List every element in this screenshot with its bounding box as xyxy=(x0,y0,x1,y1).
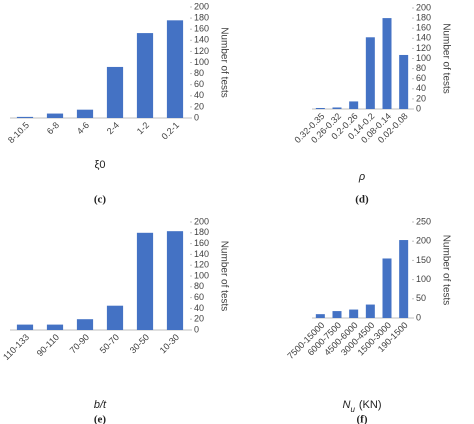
x-tick-label: 8-10.5 xyxy=(6,120,31,145)
bar xyxy=(315,107,325,109)
bar xyxy=(365,304,375,318)
y-tick-label: 40 xyxy=(416,83,426,93)
bar xyxy=(349,309,359,318)
x-tick-label: 1-2 xyxy=(135,120,151,136)
y-axis-label: Number of tests xyxy=(218,241,229,312)
y-tick-label: 100 xyxy=(416,53,431,63)
y-axis-label: Number of tests xyxy=(218,27,229,98)
bar xyxy=(349,101,359,109)
y-tick-label: 120 xyxy=(416,43,431,53)
bar xyxy=(399,54,409,109)
x-axis-label: ρ xyxy=(358,171,365,183)
bar xyxy=(136,232,154,330)
x-tick-label: 30-50 xyxy=(128,332,151,355)
y-tick-label: 150 xyxy=(416,255,431,265)
bar xyxy=(399,240,409,318)
bar xyxy=(106,305,124,330)
x-tick-label: 6-8 xyxy=(45,120,61,136)
bar xyxy=(315,314,325,318)
bar xyxy=(382,258,392,318)
x-tick-label: 2-4 xyxy=(105,120,121,136)
bar xyxy=(365,37,375,109)
y-axis-label: Number of tests xyxy=(440,23,451,94)
y-tick-label: 200 xyxy=(194,1,209,11)
x-tick-label: 110-133 xyxy=(1,332,31,362)
y-tick-label: 140 xyxy=(194,249,209,259)
y-tick-label: 160 xyxy=(194,24,209,34)
y-tick-label: 160 xyxy=(416,23,431,33)
bar xyxy=(16,324,34,330)
y-tick-label: 180 xyxy=(194,227,209,237)
x-tick-label: 0.2-1 xyxy=(160,120,182,142)
y-tick-label: 80 xyxy=(194,68,204,78)
x-tick-label: 70-90 xyxy=(68,332,91,355)
y-tick-label: 140 xyxy=(194,35,209,45)
bar xyxy=(166,231,184,330)
y-tick-label: 100 xyxy=(416,274,431,284)
x-axis-label-part: N xyxy=(342,399,350,411)
y-tick-label: 80 xyxy=(416,63,426,73)
y-tick-label: 60 xyxy=(194,292,204,302)
x-axis-label-part: u xyxy=(350,405,355,414)
caption: (e) xyxy=(94,414,107,424)
y-tick-label: 20 xyxy=(194,314,204,324)
y-tick-label: 0 xyxy=(194,324,199,334)
y-tick-label: 50 xyxy=(416,293,426,303)
x-tick-label: 10-30 xyxy=(158,332,181,355)
y-tick-label: 80 xyxy=(194,281,204,291)
x-axis-label-part: b/t xyxy=(94,399,107,411)
bar xyxy=(46,324,64,330)
y-tick-label: 160 xyxy=(194,238,209,248)
bar xyxy=(332,311,342,318)
y-axis-label: Number of tests xyxy=(440,235,451,306)
y-tick-label: 140 xyxy=(416,33,431,43)
y-tick-label: 0 xyxy=(194,112,199,122)
y-tick-label: 250 xyxy=(416,216,431,226)
x-axis-label: b/t xyxy=(94,399,107,411)
bar xyxy=(332,107,342,109)
x-tick-label: 90-110 xyxy=(35,332,61,358)
bar xyxy=(16,116,34,118)
y-tick-label: 40 xyxy=(194,90,204,100)
y-tick-label: 180 xyxy=(194,12,209,22)
x-axis-label-part: ξ0 xyxy=(94,159,105,171)
bar xyxy=(382,18,392,110)
y-tick-label: 200 xyxy=(194,216,209,226)
y-tick-label: 100 xyxy=(194,270,209,280)
caption: (f) xyxy=(357,414,368,424)
y-tick-label: 0 xyxy=(416,103,421,113)
bar xyxy=(136,33,154,118)
bar xyxy=(106,66,124,118)
y-tick-label: 40 xyxy=(194,303,204,313)
y-tick-label: 180 xyxy=(416,12,431,22)
bar xyxy=(76,319,94,330)
bar xyxy=(76,109,94,118)
y-tick-label: 20 xyxy=(194,101,204,111)
y-tick-label: 120 xyxy=(194,46,209,56)
bar xyxy=(166,20,184,118)
y-tick-label: 20 xyxy=(416,93,426,103)
x-tick-label: 4-6 xyxy=(75,120,91,136)
bar xyxy=(46,113,64,118)
y-tick-label: 200 xyxy=(416,2,431,12)
x-axis-label: ξ0 xyxy=(94,159,105,171)
x-tick-label: 50-70 xyxy=(98,332,121,355)
y-tick-label: 0 xyxy=(416,312,421,322)
y-tick-label: 60 xyxy=(416,73,426,83)
x-axis-label-part: (KN) xyxy=(359,399,382,411)
y-tick-label: 200 xyxy=(416,236,431,246)
x-axis-label: Nu (KN) xyxy=(342,399,381,414)
caption: (d) xyxy=(355,194,369,206)
y-tick-label: 120 xyxy=(194,260,209,270)
y-tick-label: 100 xyxy=(194,57,209,67)
y-tick-label: 60 xyxy=(194,79,204,89)
caption: (c) xyxy=(94,194,107,206)
x-axis-label-part: ρ xyxy=(358,171,365,183)
